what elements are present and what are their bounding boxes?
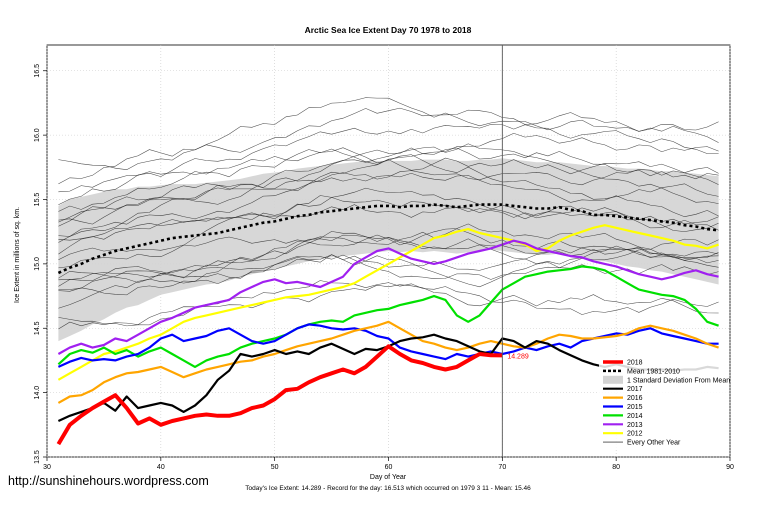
- legend-label: Mean 1981-2010: [627, 368, 680, 375]
- legend-label: 2013: [627, 422, 643, 429]
- other-year-line: [58, 238, 719, 284]
- y-tick-label: 14.0: [34, 386, 41, 400]
- y-tick-label: 16.5: [34, 64, 41, 78]
- legend-label: 2014: [627, 413, 643, 420]
- other-year-line: [58, 234, 719, 287]
- x-tick-label: 50: [271, 464, 279, 471]
- x-tick-label: 70: [498, 464, 506, 471]
- other-year-line: [58, 147, 719, 200]
- x-tick-label: 60: [385, 464, 393, 471]
- y-tick-label: 16.0: [34, 128, 41, 142]
- other-year-line: [58, 197, 719, 241]
- series-line-2018: [56, 344, 503, 446]
- other-year-line: [58, 169, 719, 237]
- series-line-2013: [57, 239, 719, 355]
- other-year-line: [58, 97, 719, 170]
- other-year-line: [58, 280, 719, 327]
- current-value-label: 14.289: [507, 353, 529, 360]
- x-axis-label: Day of Year: [370, 474, 407, 481]
- other-year-line: [58, 157, 719, 243]
- legend-label: 2012: [627, 431, 643, 438]
- std-deviation-band: [58, 158, 719, 342]
- chart-title: Arctic Sea Ice Extent Day 70 1978 to 201…: [305, 25, 472, 35]
- legend-label: 1 Standard Deviation From Mean: [627, 377, 730, 384]
- y-tick-label: 15.0: [34, 257, 41, 271]
- other-year-line: [58, 223, 719, 261]
- legend-box: [599, 357, 729, 450]
- y-tick-label: 15.5: [34, 193, 41, 207]
- legend-label: 2017: [627, 386, 643, 393]
- mean-1981-2010-line: [57, 203, 719, 275]
- other-year-line: [58, 124, 719, 206]
- legend-label: 2016: [627, 395, 643, 402]
- other-year-line: [58, 107, 719, 185]
- series-line-2012: [57, 224, 719, 381]
- x-tick-label: 40: [157, 464, 165, 471]
- series-line-2015: [57, 323, 719, 368]
- x-tick-label: 90: [726, 464, 734, 471]
- plot-area: 14.289 30 40 50 60 70 80 90 13.5 14.0 14.5 15.0 15.5…: [34, 44, 734, 471]
- legend-label: Every Other Year: [627, 440, 681, 447]
- footer-summary: Today's Ice Extent: 14.289 - Record for …: [245, 485, 531, 492]
- legend-swatch: [603, 375, 623, 384]
- other-year-line: [58, 147, 719, 225]
- y-axis-label: Ice Extent in millions of sq. km.: [14, 207, 21, 303]
- watermark-url: http://sunshinehours.wordpress.com: [8, 474, 209, 488]
- series-line-2014: [57, 265, 719, 368]
- other-year-line: [58, 143, 719, 227]
- legend-label: 2015: [627, 404, 643, 411]
- other-year-line: [58, 204, 719, 269]
- x-tick-label: 80: [612, 464, 620, 471]
- y-tick-label: 14.5: [34, 321, 41, 335]
- series-line-2016: [57, 320, 719, 404]
- x-tick-label: 30: [43, 464, 51, 471]
- other-year-line: [58, 173, 719, 223]
- legend-label: 2018: [627, 360, 643, 367]
- other-year-line: [58, 133, 719, 212]
- y-tick-label: 13.5: [34, 450, 41, 464]
- other-year-line: [58, 284, 719, 330]
- other-year-line: [58, 228, 719, 309]
